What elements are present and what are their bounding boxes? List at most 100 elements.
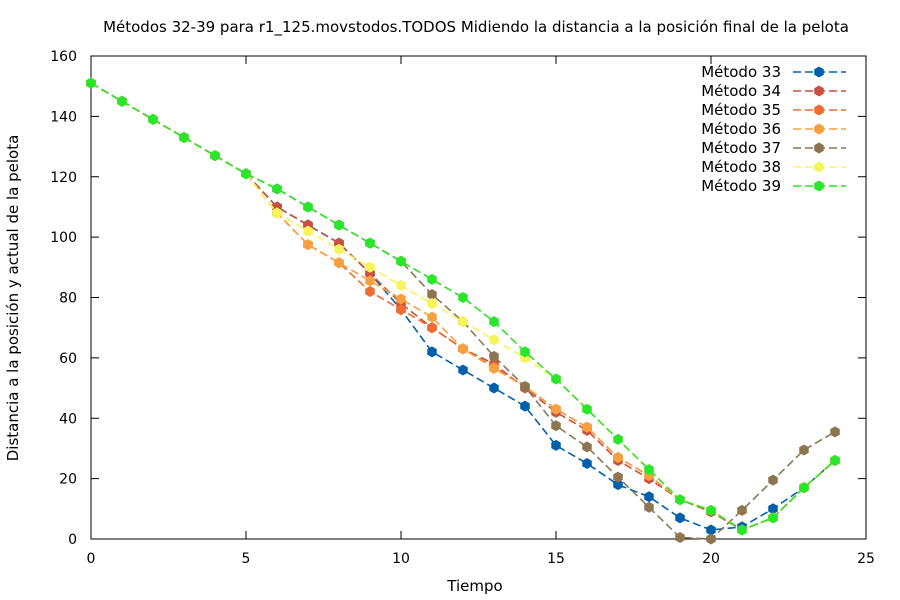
data-point (582, 421, 592, 433)
data-point (334, 243, 344, 255)
data-point (799, 444, 809, 456)
data-point (427, 273, 437, 285)
x-tick-label: 5 (242, 551, 251, 567)
data-point (675, 512, 685, 524)
data-point (396, 304, 406, 316)
legend-swatch-marker (814, 180, 824, 192)
data-point (551, 420, 561, 432)
legend-swatch-marker (814, 123, 824, 135)
data-point (768, 503, 778, 515)
data-point (86, 77, 96, 89)
x-tick-label: 0 (87, 551, 96, 567)
legend-item: Método 36 (701, 120, 846, 138)
data-point (706, 504, 716, 516)
data-point (737, 504, 747, 516)
legend-swatch-marker (814, 104, 824, 116)
data-point (613, 433, 623, 445)
data-point (427, 298, 437, 310)
data-point (117, 95, 127, 107)
data-point (489, 334, 499, 346)
data-point (489, 382, 499, 394)
x-axis-title: Tiempo (446, 577, 502, 595)
data-point (613, 471, 623, 483)
data-point (365, 261, 375, 273)
data-point (613, 451, 623, 463)
chart-title: Métodos 32-39 para r1_125.movstodos.TODO… (103, 18, 849, 37)
data-point (675, 494, 685, 506)
legend-swatch-marker (814, 66, 824, 78)
legend-label: Método 33 (701, 63, 781, 81)
data-point (799, 482, 809, 494)
y-tick-label: 60 (59, 351, 77, 367)
data-point (427, 288, 437, 300)
data-point (396, 279, 406, 291)
y-tick-label: 140 (50, 109, 77, 125)
data-point (179, 132, 189, 144)
data-point (520, 381, 530, 393)
data-point (272, 207, 282, 219)
y-tick-label: 160 (50, 49, 77, 65)
y-tick-label: 20 (59, 472, 77, 488)
data-point (210, 150, 220, 162)
x-tick-label: 20 (702, 551, 720, 567)
data-point (458, 364, 468, 376)
legend-label: Método 34 (701, 82, 781, 100)
data-point (520, 346, 530, 358)
legend-item: Método 33 (701, 63, 846, 81)
data-point (830, 455, 840, 467)
data-point (582, 403, 592, 415)
data-point (737, 524, 747, 536)
data-point (458, 316, 468, 328)
legend-label: Método 38 (701, 158, 781, 176)
data-point (489, 316, 499, 328)
data-point (551, 403, 561, 415)
y-axis: 0 20 40 60 80 100 120 140 160 (50, 49, 866, 548)
data-point (458, 343, 468, 355)
data-point (768, 512, 778, 524)
data-point (365, 285, 375, 297)
data-point (303, 239, 313, 251)
data-point (551, 439, 561, 451)
x-tick-label: 25 (857, 551, 875, 567)
data-point (365, 237, 375, 249)
y-tick-label: 120 (50, 170, 77, 186)
legend-item: Método 39 (701, 177, 846, 195)
legend-item: Método 34 (701, 82, 846, 100)
data-point (644, 464, 654, 476)
data-point (706, 524, 716, 536)
data-point (489, 362, 499, 374)
data-point (675, 531, 685, 543)
data-point (396, 293, 406, 305)
series-layer (86, 77, 840, 545)
data-point (551, 373, 561, 385)
legend-label: Método 36 (701, 120, 781, 138)
legend-swatch-marker (814, 85, 824, 97)
data-point (458, 292, 468, 303)
data-point (613, 479, 623, 491)
data-point (644, 491, 654, 503)
data-point (148, 113, 158, 125)
y-tick-label: 100 (50, 230, 77, 246)
data-point (427, 311, 437, 323)
legend-label: Método 37 (701, 139, 781, 157)
data-point (303, 225, 313, 237)
legend-item: Método 38 (701, 158, 846, 176)
data-point (427, 322, 437, 334)
x-tick-label: 10 (392, 551, 410, 567)
data-point (520, 400, 530, 412)
data-point (241, 168, 251, 180)
series-7 (86, 77, 840, 536)
x-tick-label: 15 (547, 551, 565, 567)
data-point (334, 257, 344, 269)
data-point (396, 255, 406, 267)
data-point (303, 201, 313, 213)
data-point (489, 350, 499, 362)
legend-item: Método 35 (701, 101, 846, 119)
legend-item: Método 37 (701, 139, 846, 157)
y-tick-label: 80 (59, 291, 77, 307)
y-axis-title: Distancia a la posición y actual de la p… (4, 135, 22, 462)
data-point (582, 458, 592, 470)
data-point (768, 474, 778, 486)
